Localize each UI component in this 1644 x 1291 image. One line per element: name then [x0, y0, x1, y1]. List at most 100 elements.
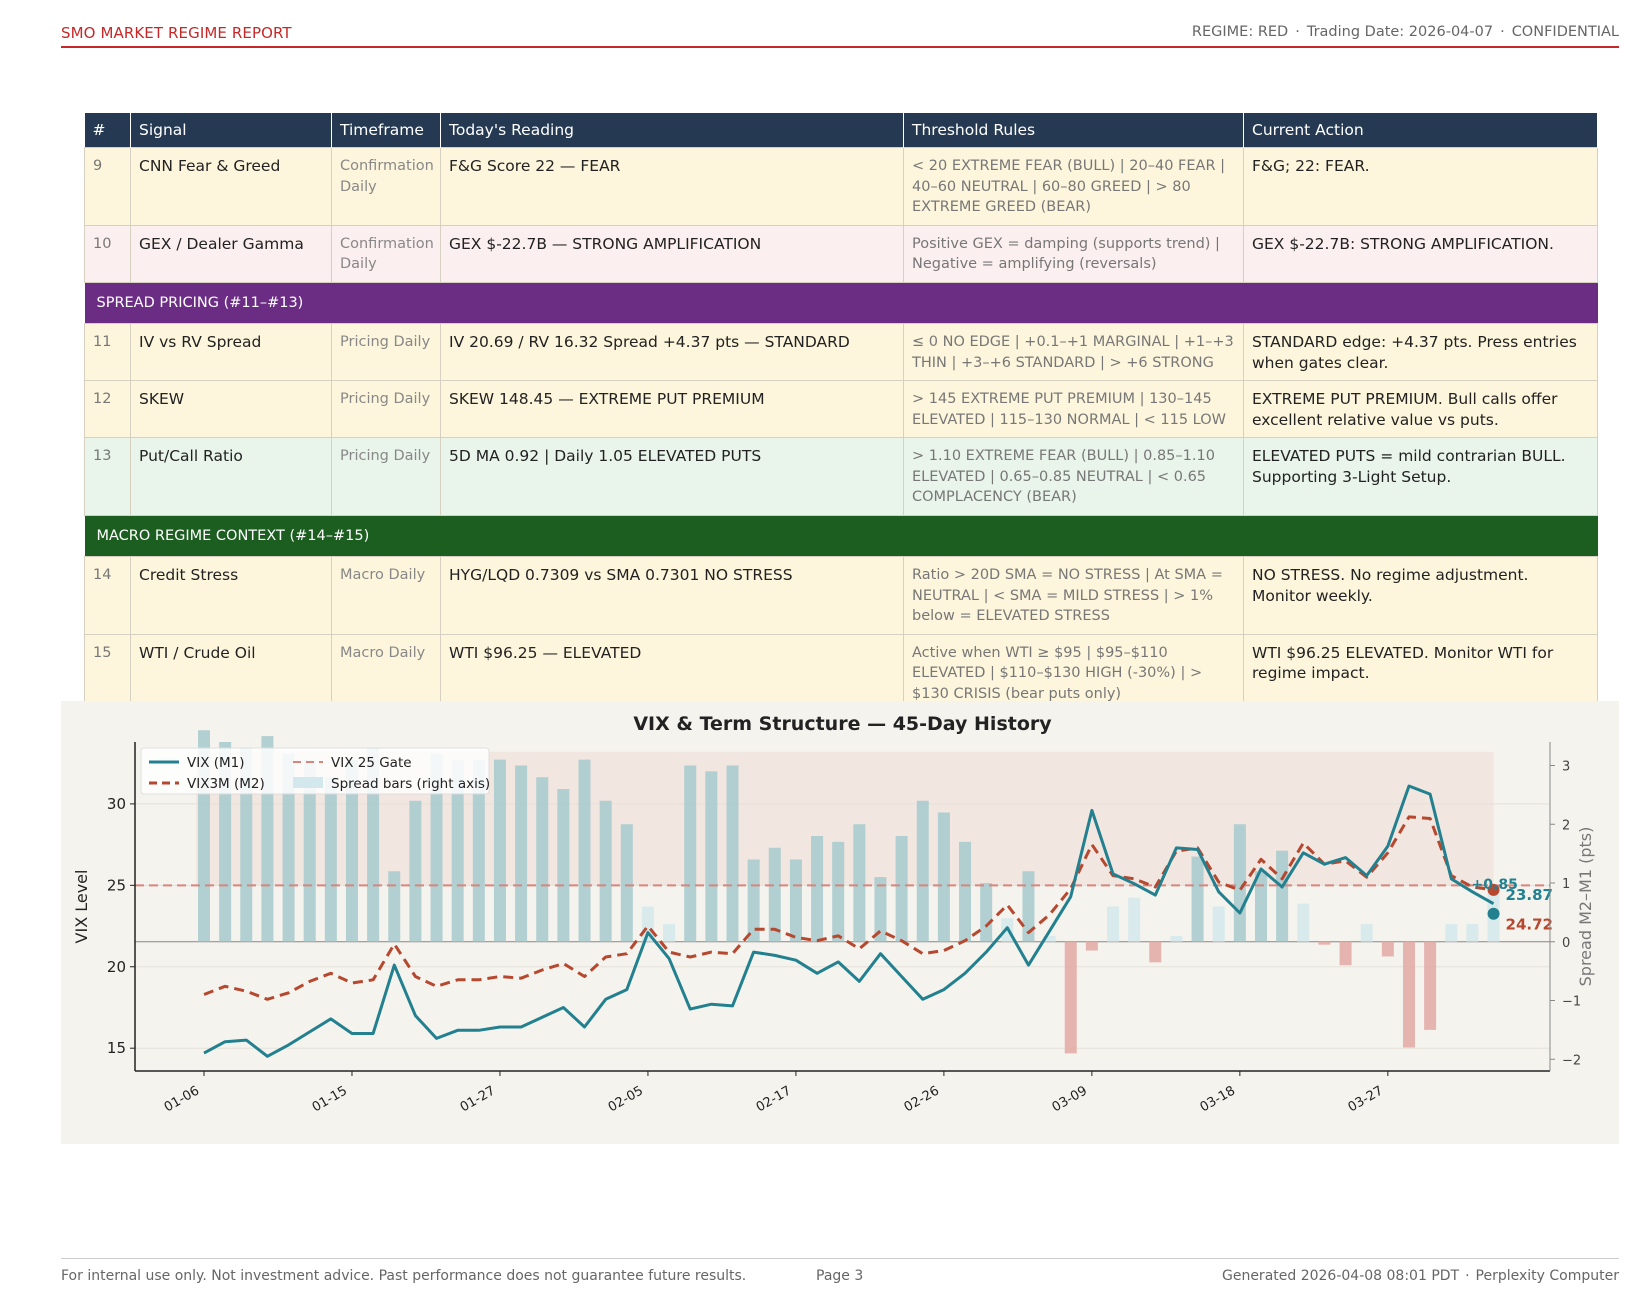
current-action: GEX $-22.7B: STRONG AMPLIFICATION.	[1243, 224, 1598, 283]
signal-name: Credit Stress	[130, 556, 332, 635]
signal-name: Put/Call Ratio	[130, 437, 332, 516]
row-number: 11	[84, 323, 131, 381]
footer-disclaimer: For internal use only. Not investment ad…	[61, 1268, 747, 1284]
vix-line	[203, 784, 1495, 1058]
page-footer: For internal use only. Not investment ad…	[61, 1258, 1619, 1284]
spread-bar	[240, 747, 253, 942]
spread-bar	[959, 841, 972, 942]
timeframe: Confirmation Daily	[331, 147, 441, 226]
table-body: 9 CNN Fear & Greed Confirmation Daily F&G S…	[84, 147, 1598, 712]
current-action: STANDARD edge: +4.37 pts. Press entries …	[1243, 323, 1598, 381]
legend-vix-label: VIX (M1)	[187, 755, 245, 771]
row-number: 10	[84, 224, 131, 283]
spread-bar	[1149, 941, 1162, 963]
signal-name: WTI / Crude Oil	[130, 633, 332, 712]
column-header: #	[84, 113, 131, 148]
section-label: SPREAD PRICING (#11–#13)	[84, 282, 1598, 324]
spread-bar	[1212, 906, 1225, 942]
vix3m-end-marker	[1487, 883, 1500, 896]
spread-bar	[1170, 935, 1183, 942]
report-header: SMO MARKET REGIME REPORT REGIME: RED · Tra…	[61, 22, 1619, 48]
spread-bar	[684, 765, 697, 942]
spread-bar	[789, 859, 802, 942]
spread-bar	[1022, 871, 1035, 942]
generated-timestamp: Generated 2026-04-08 08:01 PDT	[1221, 1268, 1460, 1284]
row-number: 14	[84, 556, 131, 635]
current-action: F&G; 22: FEAR.	[1243, 147, 1598, 226]
todays-reading: GEX $-22.7B — STRONG AMPLIFICATION	[440, 224, 904, 283]
spread-bar	[388, 871, 401, 942]
vix-end-label: 24.72	[1506, 916, 1553, 934]
x-tick-label: 03-27	[1346, 1083, 1386, 1115]
todays-reading: HYG/LQD 0.7309 vs SMA 0.7301 NO STRESS	[440, 556, 904, 635]
spread-bar	[1424, 941, 1437, 1030]
spread-bar	[409, 800, 422, 942]
vix-chart: VIX & Term Structure — 45-Day History +0.…	[61, 701, 1619, 1144]
spread-bar	[303, 759, 316, 942]
spread-bar	[1233, 824, 1246, 942]
y2-tick-label: 2	[1562, 818, 1570, 833]
y-axis-label: VIX Level	[72, 870, 91, 944]
spread-bar	[1064, 941, 1077, 1054]
row-number: 9	[84, 147, 131, 226]
todays-reading: IV 20.69 / RV 16.32 Spread +4.37 pts — S…	[440, 323, 904, 381]
spread-bar	[367, 747, 380, 942]
row-number: 15	[84, 633, 131, 712]
header-separator: ·	[1500, 24, 1505, 40]
spread-bar	[1318, 941, 1331, 945]
footer-generated: Generated 2026-04-08 08:01 PDT · Perplexit…	[1222, 1268, 1619, 1284]
spread-bar	[980, 883, 993, 942]
chart-title: VIX & Term Structure — 45-Day History	[633, 713, 1052, 735]
spread-bar	[557, 789, 570, 942]
section-label: MACRO REGIME CONTEXT (#14–#15)	[84, 515, 1598, 557]
vix3m-end-label: 23.87	[1506, 886, 1553, 904]
spread-bar	[599, 800, 612, 942]
x-tick-label: 03-09	[1050, 1083, 1090, 1115]
column-header: Threshold Rules	[903, 113, 1244, 148]
spread-bar	[1043, 935, 1056, 942]
column-header: Timeframe	[331, 113, 441, 148]
table-row: 14 Credit Stress Macro Daily HYG/LQD 0.7309…	[84, 556, 1598, 635]
vix3m-line	[203, 815, 1494, 1001]
signal-name: IV vs RV Spread	[130, 323, 332, 381]
spread-bar	[493, 759, 506, 942]
spread-bar	[282, 753, 295, 942]
spread-bar	[1297, 903, 1310, 942]
signals-table: # Signal Timeframe Today's Reading Thres…	[84, 113, 1598, 712]
spread-bar	[324, 777, 337, 942]
spread-bar	[1466, 924, 1479, 942]
current-action: ELEVATED PUTS = mild contrarian BULL. Su…	[1243, 437, 1598, 516]
spread-bar	[811, 836, 824, 942]
timeframe: Pricing Daily	[331, 380, 441, 438]
threshold-rules: < 20 EXTREME FEAR (BULL) | 20–40 FEAR | …	[903, 147, 1244, 226]
threshold-rules: > 1.10 EXTREME FEAR (BULL) | 0.85–1.10 E…	[903, 437, 1244, 516]
spread-bar	[895, 836, 908, 942]
x-tick-label: 03-18	[1198, 1083, 1238, 1115]
vix-end-marker	[1487, 907, 1500, 920]
table-row: 15 WTI / Crude Oil Macro Daily WTI $96.25 —…	[84, 633, 1598, 712]
spread-bar	[937, 812, 950, 942]
table-row: 10 GEX / Dealer Gamma Confirmation Daily GE…	[84, 224, 1598, 283]
x-tick-label: 01-15	[310, 1083, 350, 1115]
x-tick-label: 02-26	[902, 1083, 942, 1115]
y-tick-label: 25	[107, 876, 126, 894]
y2-tick-label: −1	[1562, 995, 1581, 1010]
y2-tick-label: −2	[1562, 1053, 1581, 1068]
table-row: 11 IV vs RV Spread Pricing Daily IV 20.69 /…	[84, 323, 1598, 381]
spread-bar	[1107, 906, 1120, 942]
timeframe: Macro Daily	[331, 556, 441, 635]
spread-bar	[1402, 941, 1415, 1048]
y2-tick-label: 3	[1562, 760, 1570, 775]
spread-bar	[1085, 941, 1098, 951]
column-header: Signal	[130, 113, 332, 148]
section-header-row: MACRO REGIME CONTEXT (#14–#15)	[84, 515, 1598, 557]
threshold-rules: Active when WTI ≥ $95 | $95–$110 ELEVATE…	[903, 633, 1244, 712]
x-tick-label: 02-17	[754, 1083, 794, 1115]
spread-bar	[1255, 871, 1267, 942]
spread-bar	[1360, 924, 1373, 942]
spread-bar	[472, 759, 485, 942]
trading-date: Trading Date: 2026-04-07	[1306, 24, 1494, 40]
spread-bar	[345, 759, 358, 942]
current-action: EXTREME PUT PREMIUM. Bull calls offer ex…	[1243, 380, 1598, 438]
timeframe: Confirmation Daily	[331, 224, 441, 283]
